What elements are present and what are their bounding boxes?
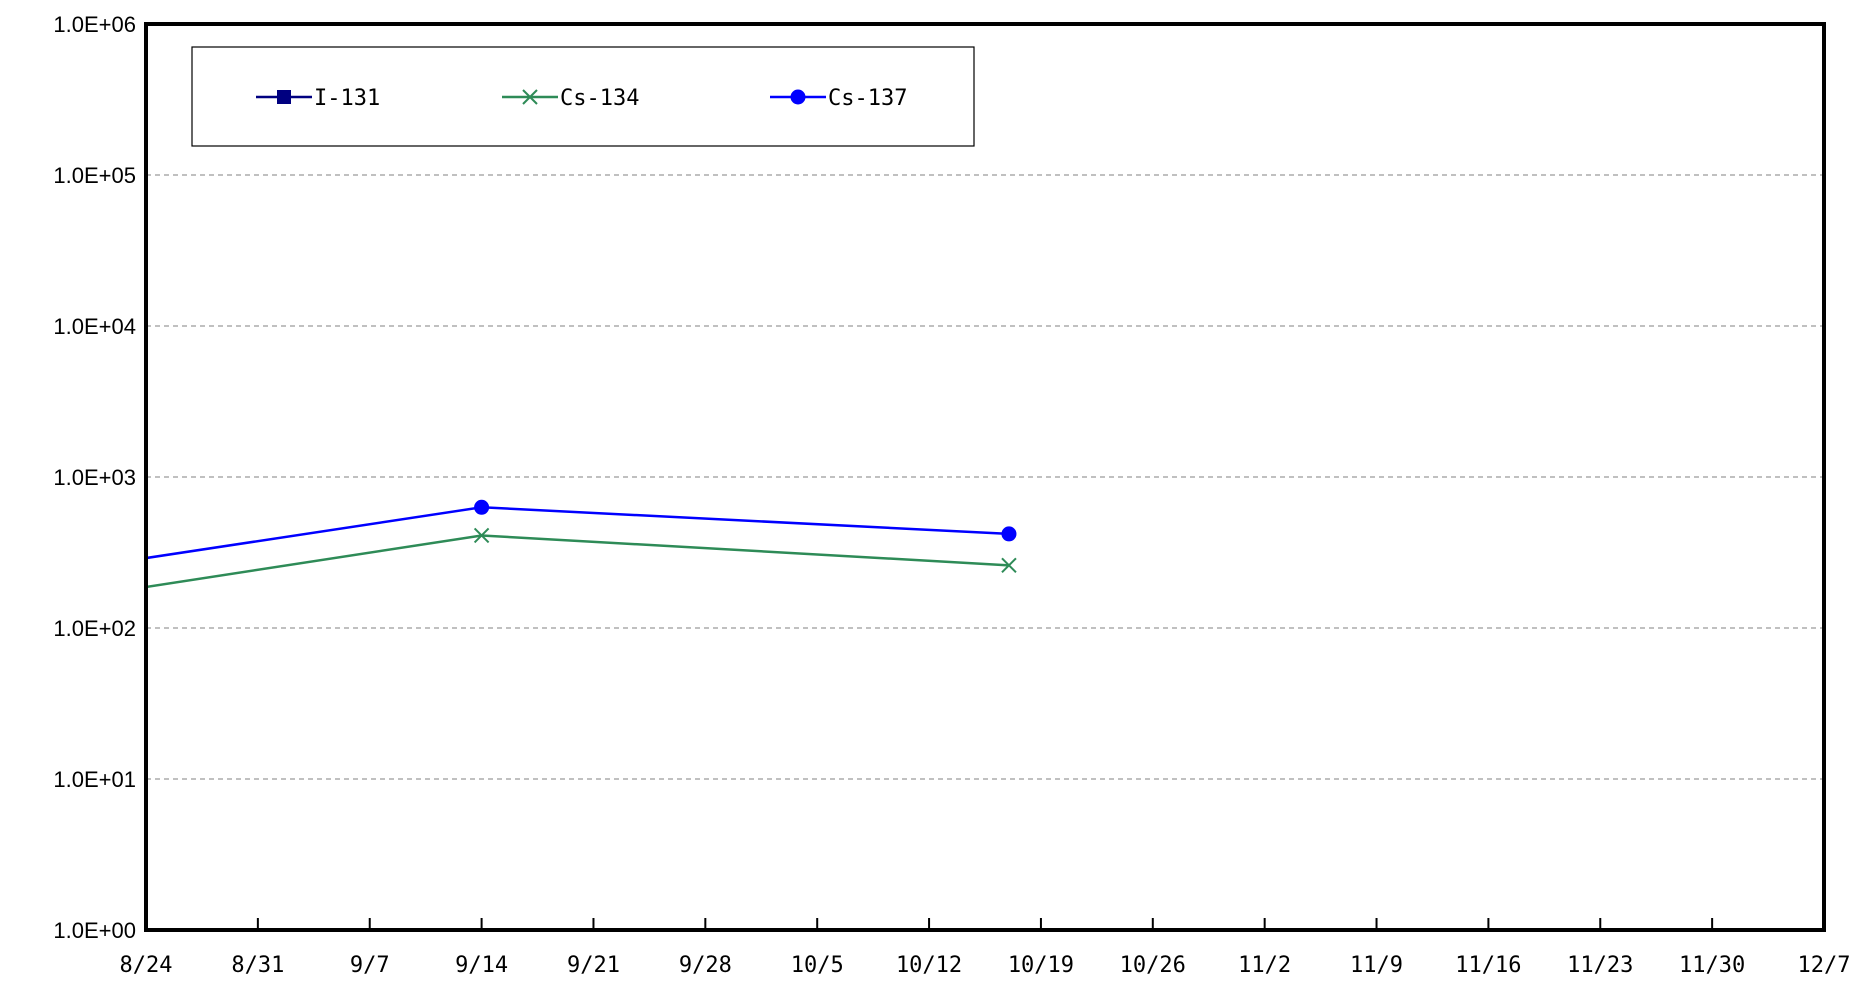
y-axis-ticks: 1.0E+00 1.0E+01 1.0E+02 1.0E+03 1.0E+04 1.0E+…: [53, 12, 136, 943]
x-axis-ticks: 8/24 8/31 9/7 9/14 9/21 9/28 10/5 10/12 10/19 10/…: [120, 918, 1851, 978]
series-line-cs-137: [146, 506, 1010, 560]
x-tick-label: 12/7: [1798, 953, 1851, 978]
legend-box: [191, 46, 975, 147]
x-tick-label: 11/16: [1455, 953, 1521, 978]
data-point-cs-137: [1001, 526, 1017, 542]
data-point-cs-137: [474, 499, 490, 515]
x-tick-label: 11/30: [1679, 953, 1745, 978]
x-tick-label: 9/14: [455, 953, 508, 978]
x-tick-label: 10/19: [1008, 953, 1074, 978]
x-tick-label: 9/28: [679, 953, 732, 978]
plot-frame: [144, 22, 1826, 932]
legend-marker-i-131: [277, 90, 291, 104]
y-tick-label: 1.0E+06: [53, 12, 136, 37]
x-tick-label: 10/26: [1120, 953, 1186, 978]
legend-label-cs-134: Cs-134: [560, 86, 639, 111]
legend-item-cs-137: Cs-137: [770, 86, 907, 111]
legend-item-cs-134: Cs-134: [502, 86, 639, 111]
data-point-cs-134: [473, 527, 490, 544]
legend-item-i-131: I-131: [256, 86, 380, 111]
series-line-cs-134: [146, 534, 1010, 589]
series-cs-134: [146, 527, 1017, 589]
x-tick-label: 11/2: [1238, 953, 1291, 978]
legend-marker-cs-137: [790, 89, 806, 105]
x-tick-label: 11/23: [1567, 953, 1633, 978]
x-tick-label: 9/7: [350, 953, 390, 978]
y-tick-label: 1.0E+03: [53, 465, 136, 490]
x-tick-label: 8/31: [231, 953, 284, 978]
x-tick-label: 10/12: [896, 953, 962, 978]
legend: I-131 Cs-134 Cs-137: [191, 46, 975, 147]
x-tick-label: 10/5: [791, 953, 844, 978]
legend-label-i-131: I-131: [314, 86, 380, 111]
x-tick-label: 9/21: [567, 953, 620, 978]
gridlines: [146, 174, 1824, 780]
legend-marker-cs-134: [522, 89, 538, 105]
data-point-cs-134: [1001, 557, 1017, 574]
series-cs-137: [146, 499, 1017, 560]
y-tick-label: 1.0E+01: [53, 767, 136, 792]
x-tick-label: 11/9: [1350, 953, 1403, 978]
y-tick-label: 1.0E+04: [53, 314, 136, 339]
y-tick-label: 1.0E+02: [53, 616, 136, 641]
legend-label-cs-137: Cs-137: [828, 86, 907, 111]
y-tick-label: 1.0E+00: [53, 918, 136, 943]
y-tick-label: 1.0E+05: [53, 163, 136, 188]
x-tick-label: 8/24: [120, 953, 173, 978]
series-layer: [146, 499, 1017, 589]
